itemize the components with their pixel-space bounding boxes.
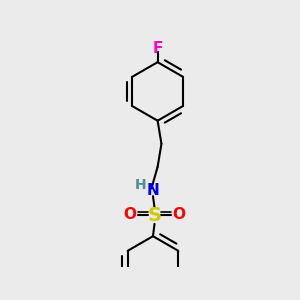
Text: S: S xyxy=(148,206,161,225)
Text: F: F xyxy=(152,41,163,56)
Text: H: H xyxy=(135,178,146,192)
Text: O: O xyxy=(123,207,136,222)
Text: O: O xyxy=(173,207,186,222)
Text: N: N xyxy=(147,183,159,198)
